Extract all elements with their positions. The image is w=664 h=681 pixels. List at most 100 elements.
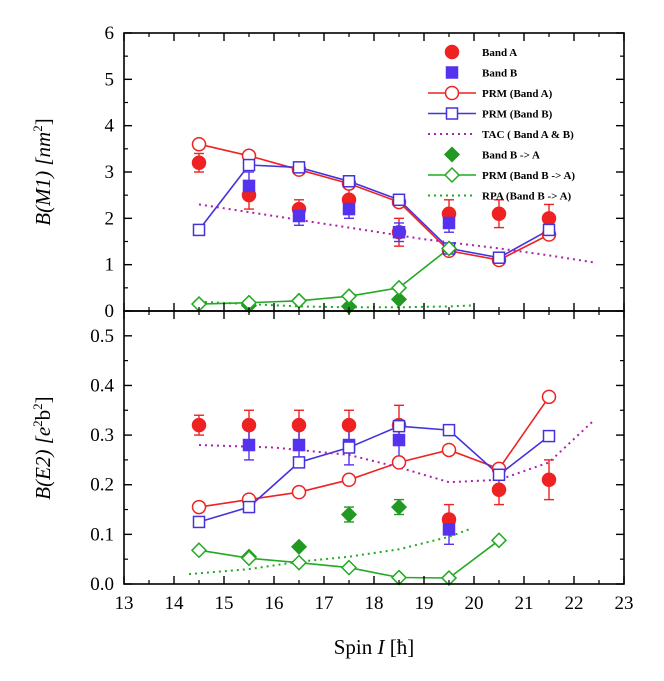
e2-series-0-point bbox=[541, 472, 557, 488]
m1-series-6-line bbox=[198, 247, 450, 305]
e2-series-5-point bbox=[290, 538, 308, 555]
e2-series-3-point bbox=[442, 423, 456, 437]
m1-series-6-point bbox=[290, 292, 308, 309]
m1-series-3-point bbox=[242, 158, 256, 172]
e2-series-4-line bbox=[198, 419, 595, 484]
e2-series-3-point bbox=[542, 429, 556, 443]
e2-ytick-label: 0.5 bbox=[90, 326, 114, 347]
legend-swatch-marker-5 bbox=[443, 146, 461, 163]
legend: Band A Band B PRM (Band A) PRM (Band B) TAC … bbox=[428, 44, 575, 203]
top-data-layer bbox=[190, 136, 595, 315]
e2-series-0-point bbox=[341, 417, 357, 433]
bottom-panel: 0.0 0.1 0.2 0.3 0.4 0.5 13 14 15 16 17 18 19 20 21 22 23 bbox=[90, 310, 634, 614]
y-axis-label-top: B(M1) [nm2] bbox=[30, 118, 55, 225]
m1-ytick-label: 0 bbox=[105, 301, 115, 322]
m1-series-3-line bbox=[198, 164, 550, 259]
y-axis-label-bottom: B(E2) [e2b2] bbox=[30, 396, 55, 499]
xtick-label: 13 bbox=[115, 593, 134, 614]
m1-ytick-label: 2 bbox=[105, 208, 115, 229]
m1-series-3-point bbox=[492, 251, 506, 264]
e2-series-1-point bbox=[392, 433, 406, 447]
legend-swatch-marker-2 bbox=[444, 85, 460, 101]
e2-series-1-point bbox=[442, 523, 456, 536]
x-axis-label: Spin I [ħ] bbox=[334, 635, 415, 659]
m1-ytick-label: 3 bbox=[105, 162, 115, 183]
xtick-label: 17 bbox=[315, 593, 334, 614]
legend-swatch-marker-1 bbox=[445, 66, 459, 79]
m1-series-3-point bbox=[542, 223, 556, 237]
m1-series-0-point bbox=[191, 155, 207, 170]
xtick-label: 23 bbox=[615, 593, 634, 614]
m1-series-6-point bbox=[440, 240, 458, 257]
e2-series-5-point bbox=[340, 506, 358, 523]
xtick-label: 15 bbox=[215, 593, 234, 614]
legend-label-6: PRM (Band B -> A) bbox=[482, 170, 575, 182]
xtick-label: 14 bbox=[165, 593, 185, 614]
m1-ytick-label: 1 bbox=[105, 255, 115, 276]
legend-label-5: Band B -> A bbox=[482, 150, 540, 162]
xtick-label: 22 bbox=[565, 593, 584, 614]
e2-series-1-point bbox=[242, 438, 256, 452]
e2-ytick-label: 0.4 bbox=[90, 375, 114, 396]
m1-ytick-label: 6 bbox=[105, 23, 115, 44]
xtick-label: 18 bbox=[365, 593, 384, 614]
xtick-label: 16 bbox=[265, 593, 284, 614]
e2-series-5-point bbox=[390, 499, 408, 516]
e2-series-2-point bbox=[441, 442, 457, 458]
m1-series-6-point bbox=[340, 288, 358, 305]
m1-series-1-point bbox=[292, 209, 306, 223]
xtick-label: 20 bbox=[465, 593, 484, 614]
e2-series-3-point bbox=[342, 441, 356, 454]
e2-series-2-point bbox=[191, 499, 207, 515]
e2-series-3-point bbox=[242, 500, 256, 514]
e2-ytick-label: 0.0 bbox=[90, 574, 114, 595]
e2-series-6-point bbox=[440, 569, 458, 587]
m1-series-3-point bbox=[342, 175, 356, 188]
e2-series-0-point bbox=[491, 482, 507, 497]
e2-series-0-point bbox=[191, 417, 207, 433]
m1-series-3-point bbox=[292, 161, 306, 174]
e2-series-3-point bbox=[492, 468, 506, 482]
e2-series-0-point bbox=[291, 417, 307, 433]
e2-ytick-label: 0.2 bbox=[90, 475, 114, 496]
m1-ytick-label: 4 bbox=[105, 116, 115, 137]
m1-series-0-point bbox=[491, 206, 507, 221]
legend-label-3: PRM (Band B) bbox=[482, 109, 553, 121]
bottom-data-layer bbox=[188, 389, 595, 587]
e2-series-6-point bbox=[340, 559, 358, 576]
e2-series-2-line bbox=[198, 396, 550, 508]
m1-series-2-point bbox=[191, 136, 207, 152]
m1-series-1-point bbox=[442, 216, 456, 230]
e2-series-3-point bbox=[392, 419, 406, 433]
m1-series-1-point bbox=[242, 179, 256, 193]
m1-series-1-point bbox=[342, 202, 356, 216]
e2-series-2-point bbox=[391, 455, 407, 470]
m1-series-5-point bbox=[390, 291, 408, 308]
legend-swatch-marker-3 bbox=[445, 107, 459, 120]
e2-series-6-point bbox=[490, 532, 508, 549]
e2-series-6-point bbox=[190, 542, 208, 559]
legend-swatch-marker-6 bbox=[443, 166, 461, 184]
legend-label-2: PRM (Band A) bbox=[482, 88, 553, 100]
e2-series-3-point bbox=[292, 456, 306, 469]
e2-series-7-line bbox=[188, 528, 470, 576]
legend-label-4: TAC ( Band A & B) bbox=[482, 129, 574, 141]
e2-series-2-point bbox=[291, 484, 307, 500]
m1-series-2-line bbox=[198, 143, 550, 261]
e2-series-2-point bbox=[541, 389, 557, 405]
bottom-ticks: 0.0 0.1 0.2 0.3 0.4 0.5 13 14 15 16 17 18 19 20 21 22 23 bbox=[90, 311, 634, 614]
m1-ytick-label: 5 bbox=[105, 69, 115, 90]
e2-series-0-point bbox=[241, 417, 257, 433]
m1-series-0-point bbox=[541, 211, 557, 226]
e2-series-1-point bbox=[292, 438, 306, 452]
e2-series-6-point bbox=[290, 554, 308, 571]
e2-ytick-label: 0.3 bbox=[90, 425, 114, 446]
legend-label-0: Band A bbox=[482, 47, 517, 59]
m1-series-1-point bbox=[392, 225, 406, 239]
m1-series-3-point bbox=[192, 223, 206, 237]
legend-label-1: Band B bbox=[482, 68, 518, 80]
e2-ytick-label: 0.1 bbox=[90, 524, 114, 545]
e2-series-3-point bbox=[192, 515, 206, 529]
top-panel: 0 1 2 3 4 5 6 Band A Band B PRM (Band A) PRM (Ban… bbox=[105, 23, 625, 322]
